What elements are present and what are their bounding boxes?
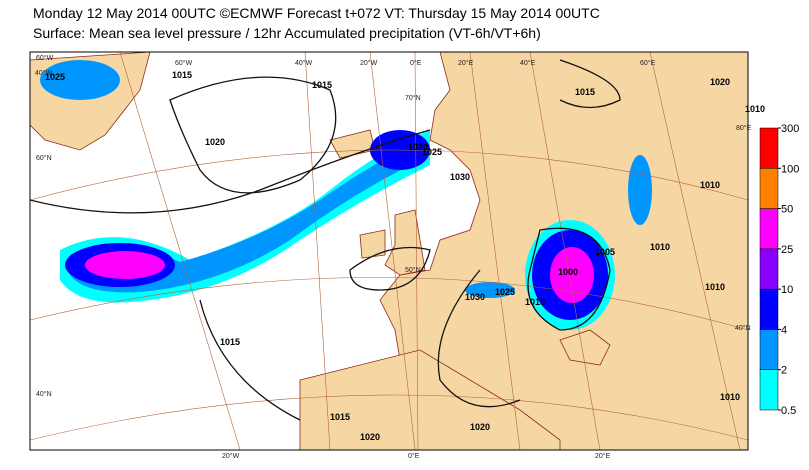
- africa: [299, 349, 561, 450]
- britain: [384, 209, 426, 276]
- isobar-label: 1010: [700, 180, 720, 190]
- colorbar-segment: [759, 248, 779, 290]
- grid-label: 60°W: [175, 59, 193, 67]
- isobar-label: 1000: [558, 267, 578, 277]
- isobar-label: 1020: [360, 432, 380, 442]
- precip-area: [550, 247, 594, 303]
- grid-label: 60°E: [640, 59, 656, 67]
- title-line-2: Surface: Mean sea level pressure / 12hr …: [33, 25, 541, 41]
- isobar: [437, 269, 521, 408]
- precip-area: [628, 155, 652, 225]
- grid-label: 40°E: [520, 59, 536, 67]
- colorbar-label: 25: [781, 244, 793, 256]
- isobar: [199, 299, 301, 421]
- isobar: [30, 129, 431, 214]
- grid-label: 60°N: [36, 154, 52, 162]
- colorbar-label: 300: [781, 123, 799, 135]
- colorbar-label: 4: [781, 324, 787, 336]
- map-content: [30, 52, 748, 450]
- grid-label: 20°W: [360, 59, 378, 67]
- colorbar-label: 50: [781, 204, 793, 216]
- meridians: [119, 52, 741, 450]
- isobar-label: 1015: [575, 87, 595, 97]
- isobar-label: 1030: [450, 172, 470, 182]
- isobar-label: 1020: [408, 142, 428, 152]
- grid-label: 50°N: [405, 266, 421, 274]
- grid-label: 0°E: [408, 452, 420, 460]
- isobar-label: 1010: [705, 282, 725, 292]
- grid-label: 40°W: [295, 59, 313, 67]
- isobar-label: 1025: [495, 287, 515, 297]
- colorbar-label: 0.5: [781, 405, 796, 417]
- isobar: [349, 246, 431, 291]
- colorbar-label: 10: [781, 284, 793, 296]
- isobar-label: 1020: [470, 422, 490, 432]
- isobar-label: 1020: [710, 77, 730, 87]
- isobar-label: 1010: [745, 104, 765, 114]
- isobar: [527, 227, 611, 331]
- isobar-label: 1015: [220, 337, 240, 347]
- colorbar-segment: [759, 329, 779, 370]
- precip-core: [85, 251, 165, 279]
- isobar-label: 1025: [422, 147, 442, 157]
- colorbar-segment: [759, 127, 779, 169]
- precip-area: [40, 60, 120, 100]
- isobar-label: 1030: [465, 292, 485, 302]
- grid-label: 0°E: [410, 59, 422, 67]
- colorbar: 0.5 2 4 10 25 50 100 300: [759, 123, 799, 417]
- precip-area: [465, 282, 515, 298]
- grid-label: 40°N: [735, 324, 751, 332]
- colorbar-segment: [759, 168, 779, 209]
- colorbar-segment: [759, 288, 779, 330]
- map-frame: [29, 51, 749, 451]
- isobar-label: 1015: [172, 70, 192, 80]
- grid-label: 20°E: [595, 452, 611, 460]
- title-line-1: Monday 12 May 2014 00UTC ©ECMWF Forecast…: [33, 5, 600, 21]
- ireland: [359, 229, 386, 259]
- grid-label: 80°E: [736, 124, 752, 132]
- isobar: [559, 59, 621, 109]
- isobar-label: 1015: [525, 297, 545, 307]
- colorbar-segment: [759, 369, 779, 411]
- colorbar-segment: [759, 208, 779, 250]
- isobar: [169, 76, 337, 194]
- grid-label: 60°W: [36, 54, 54, 62]
- map: 60°W 40°W 20°W 0°E 20°E 40°E 60°E 70°N 6…: [29, 51, 765, 460]
- isobar-label: 1010: [720, 392, 740, 402]
- grid-label: 40°N: [36, 390, 52, 398]
- isobar-label: 1015: [312, 80, 332, 90]
- grid-label: 70°N: [405, 94, 421, 102]
- black-sea: [559, 329, 611, 366]
- isobar-label: 1010: [650, 242, 670, 252]
- grid-label: 20°W: [222, 452, 240, 460]
- colorbar-label: 100: [781, 163, 799, 175]
- isobar-label: 1020: [205, 137, 225, 147]
- isobar-label: 1005: [595, 247, 615, 257]
- isobar-label: 1025: [45, 72, 65, 82]
- isobar-label: 1015: [330, 412, 350, 422]
- grid-label: 40°W: [35, 69, 53, 77]
- colorbar-label: 2: [781, 365, 787, 377]
- grid-label: 20°E: [458, 59, 474, 67]
- parallels: [30, 149, 748, 441]
